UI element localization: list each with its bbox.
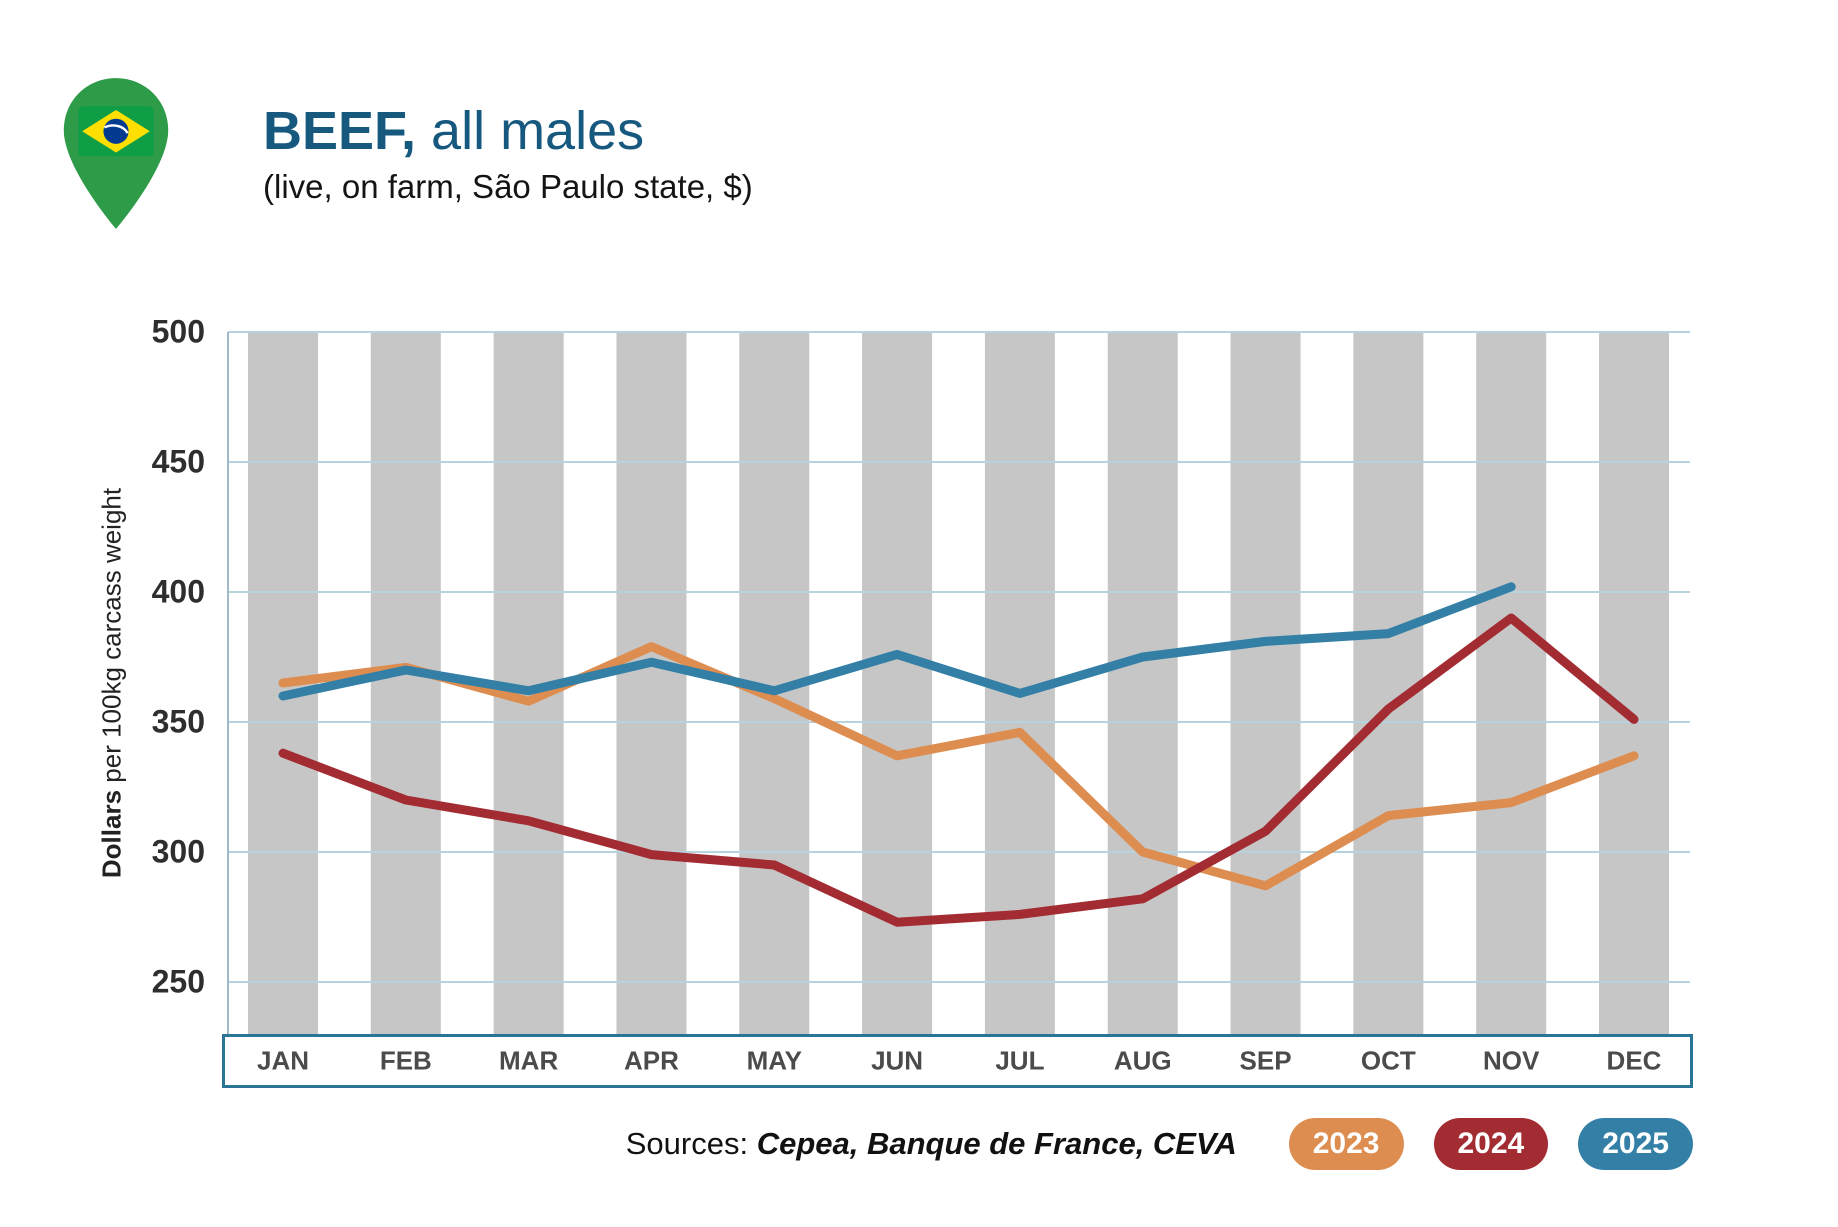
legend-pill-2025: 2025 [1578, 1118, 1693, 1170]
x-tick-label-jun: JUN [871, 1045, 924, 1076]
x-tick-label-aug: AUG [1113, 1045, 1172, 1076]
series-line-2023 [278, 642, 1639, 891]
legend-pill-2023: 2023 [1288, 1118, 1404, 1170]
y-tick-label-500: 500 [151, 313, 205, 350]
month-stripe-nov [1476, 332, 1547, 1034]
y-tick-label-400: 400 [151, 573, 205, 610]
x-tick-label-apr: APR [624, 1045, 679, 1076]
brazil-flag-banner [103, 124, 129, 134]
brazil-map-pin-icon [58, 74, 174, 234]
sources-value: Cepea, Banque de France, CEVA [756, 1126, 1237, 1161]
chart-header: BEEF, all males (live, on farm, São Paul… [263, 100, 753, 206]
month-stripe-feb [370, 332, 441, 1034]
sources-text: Sources: Cepea, Banque de France, CEVA [626, 1126, 1237, 1162]
title-regular: all males [416, 101, 645, 161]
month-stripe-sep [1230, 332, 1301, 1034]
brazil-flag-pin-graphic [63, 78, 169, 229]
y-tick-label-250: 250 [151, 963, 205, 1000]
month-stripe-apr [616, 332, 687, 1034]
title-bold: BEEF, [263, 101, 417, 161]
legend-pill-2024: 2024 [1433, 1118, 1549, 1170]
chart-legend: 2023 2024 2025 [1288, 1118, 1693, 1170]
x-tick-label-jan: JAN [256, 1045, 309, 1076]
month-stripe-dec [1599, 332, 1669, 1034]
x-axis-box: JAN FEB MAR APR MAY JUN JUL AUG SEP OCT NOV DEC [222, 1034, 1693, 1088]
month-stripe-oct [1353, 332, 1424, 1034]
x-tick-label-mar: MAR [499, 1045, 559, 1076]
series-line-2024 [278, 613, 1639, 927]
y-tick-label-300: 300 [151, 833, 205, 870]
page-title: BEEF, all males [263, 100, 753, 162]
y-tick-label-350: 350 [151, 703, 205, 740]
month-stripe-aug [1107, 332, 1178, 1034]
month-stripe-jun [862, 332, 933, 1034]
chart-footer: Sources: Cepea, Banque de France, CEVA 2… [0, 1118, 1693, 1170]
x-tick-label-feb: FEB [379, 1045, 432, 1076]
chart-subtitle: (live, on farm, São Paulo state, $) [263, 168, 753, 206]
x-tick-label-may: MAY [746, 1045, 802, 1076]
x-tick-label-nov: NOV [1483, 1045, 1540, 1076]
x-tick-label-sep: SEP [1239, 1045, 1292, 1076]
series-line-2025 [278, 582, 1516, 701]
y-axis-ticks: 500 450 400 350 300 250 [108, 0, 205, 1100]
x-tick-label-jul: JUL [995, 1045, 1045, 1076]
x-tick-label-dec: DEC [1606, 1045, 1662, 1076]
y-tick-label-450: 450 [151, 443, 205, 480]
sources-label: Sources: [625, 1126, 757, 1161]
x-tick-label-oct: OCT [1360, 1045, 1416, 1076]
